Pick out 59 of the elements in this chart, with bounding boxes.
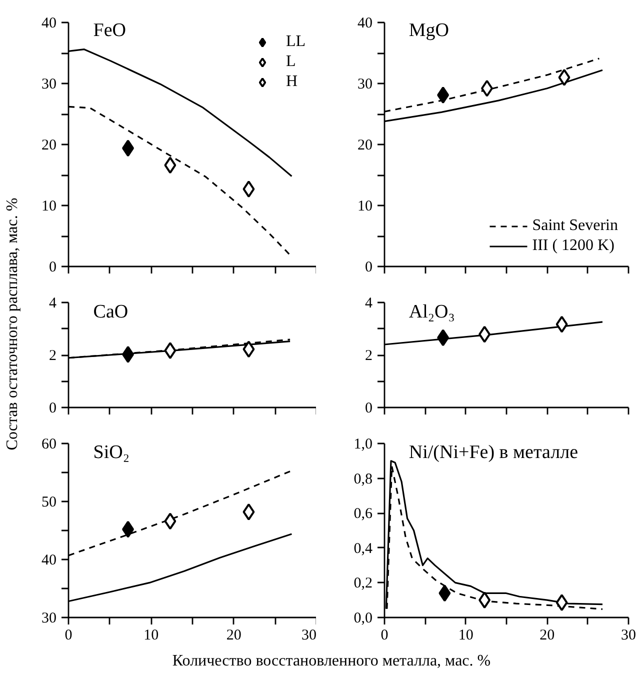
legend-label: Saint Severin [532, 217, 618, 235]
point [558, 68, 570, 86]
y-tick-label: 60 [42, 436, 56, 452]
y-tick-label: 20 [42, 138, 56, 154]
chart-title: Al₂O₃ [408, 301, 455, 322]
point [437, 329, 450, 346]
y-tick-label: 40 [42, 16, 56, 32]
x-axis-title: Количество восстановленного металла, мас. % [172, 652, 491, 670]
y-tick-label: 30 [42, 610, 56, 626]
y-axis-title: Состав остаточного расплава, мас. % [4, 198, 22, 450]
point [480, 80, 493, 97]
legend-label: L [286, 53, 297, 71]
y-tick-label: 40 [358, 16, 372, 32]
y-tick-label: 10 [358, 198, 372, 214]
point [122, 140, 134, 157]
y-tick-label: 4 [49, 296, 57, 312]
y-tick-label: 20 [358, 138, 372, 154]
legend-label: H [286, 73, 299, 91]
y-tick-label: 0,6 [354, 506, 373, 522]
point [437, 86, 450, 104]
y-tick-label: 0 [365, 260, 372, 276]
point [556, 316, 568, 333]
x-tick-label: 20 [540, 628, 555, 644]
x-tick-label: 30 [302, 628, 316, 644]
chart-title: Ni/(Ni+Fe) в металле [408, 442, 578, 463]
point [164, 156, 176, 174]
y-tick-label: 4 [365, 296, 373, 312]
point [438, 584, 451, 602]
chart-title: MgO [408, 20, 450, 42]
chart-title: FeO [93, 20, 126, 42]
chart-title: SiO₂ [93, 442, 130, 463]
y-tick-label: 0,4 [354, 540, 373, 557]
legend-label: III ( 1200 K) [532, 237, 614, 255]
y-tick-label: 10 [42, 198, 56, 214]
chart-title: CaO [93, 301, 128, 322]
x-tick-label: 10 [144, 628, 159, 644]
x-tick-label: 20 [226, 628, 242, 644]
y-tick-label: 30 [358, 76, 372, 92]
x-tick-label: 0 [64, 628, 72, 644]
y-tick-label: 40 [42, 552, 56, 568]
y-tick-label: 1,0 [354, 436, 372, 452]
x-tick-label: 30 [621, 628, 636, 644]
point [478, 326, 491, 343]
y-tick-label: 0 [49, 260, 56, 276]
y-tick-label: 50 [42, 494, 56, 510]
y-tick-label: 2 [49, 348, 56, 364]
x-tick-label: 10 [458, 628, 474, 644]
y-tick-label: 0,2 [354, 576, 372, 592]
y-tick-label: 0 [49, 400, 56, 416]
point [242, 180, 255, 198]
y-tick-label: 30 [42, 76, 56, 92]
point [478, 592, 491, 609]
y-tick-label: 0 [365, 400, 372, 416]
y-tick-label: 0,8 [354, 471, 372, 488]
point [556, 594, 568, 612]
legend-label: LL [286, 33, 306, 51]
y-tick-label: 2 [365, 348, 372, 364]
y-tick-label: 0,0 [354, 610, 372, 626]
x-tick-label: 0 [380, 628, 388, 644]
